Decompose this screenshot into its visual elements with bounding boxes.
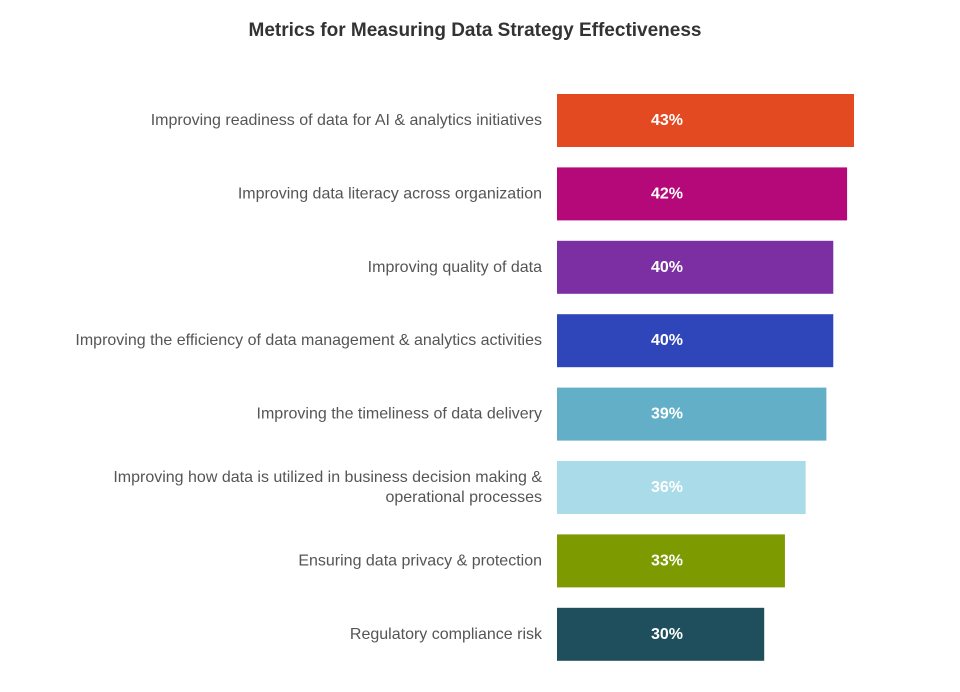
value-label-2: 42% <box>651 185 683 202</box>
bar-3 <box>557 240 834 294</box>
value-label-4: 40% <box>651 332 683 349</box>
category-label-6-line-2: operational processes <box>385 489 542 506</box>
value-label-6: 36% <box>651 479 683 496</box>
category-label-1: Improving readiness of data for AI & ana… <box>151 112 542 129</box>
category-label-3: Improving quality of data <box>368 259 542 276</box>
category-label-7: Ensuring data privacy & protection <box>298 552 542 569</box>
bar-1 <box>557 94 854 147</box>
chart-title: Metrics for Measuring Data Strategy Effe… <box>248 20 702 41</box>
value-label-3: 40% <box>651 259 683 276</box>
category-label-8: Regulatory compliance risk <box>350 626 543 643</box>
value-label-7: 33% <box>651 552 683 569</box>
bar-5 <box>557 387 827 441</box>
value-label-5: 39% <box>651 406 683 423</box>
category-label-4: Improving the efficiency of data managem… <box>75 332 542 349</box>
category-label-5: Improving the timeliness of data deliver… <box>257 406 542 423</box>
value-label-8: 30% <box>651 626 683 643</box>
bar-7 <box>557 534 785 588</box>
bar-2 <box>557 167 848 221</box>
bar-6 <box>557 461 806 514</box>
bar-4 <box>557 314 834 368</box>
category-label-6-line-1: Improving how data is utilized in busine… <box>113 469 542 486</box>
value-label-1: 43% <box>651 112 683 129</box>
bar-8 <box>557 607 765 661</box>
category-label-2: Improving data literacy across organizat… <box>238 185 542 202</box>
